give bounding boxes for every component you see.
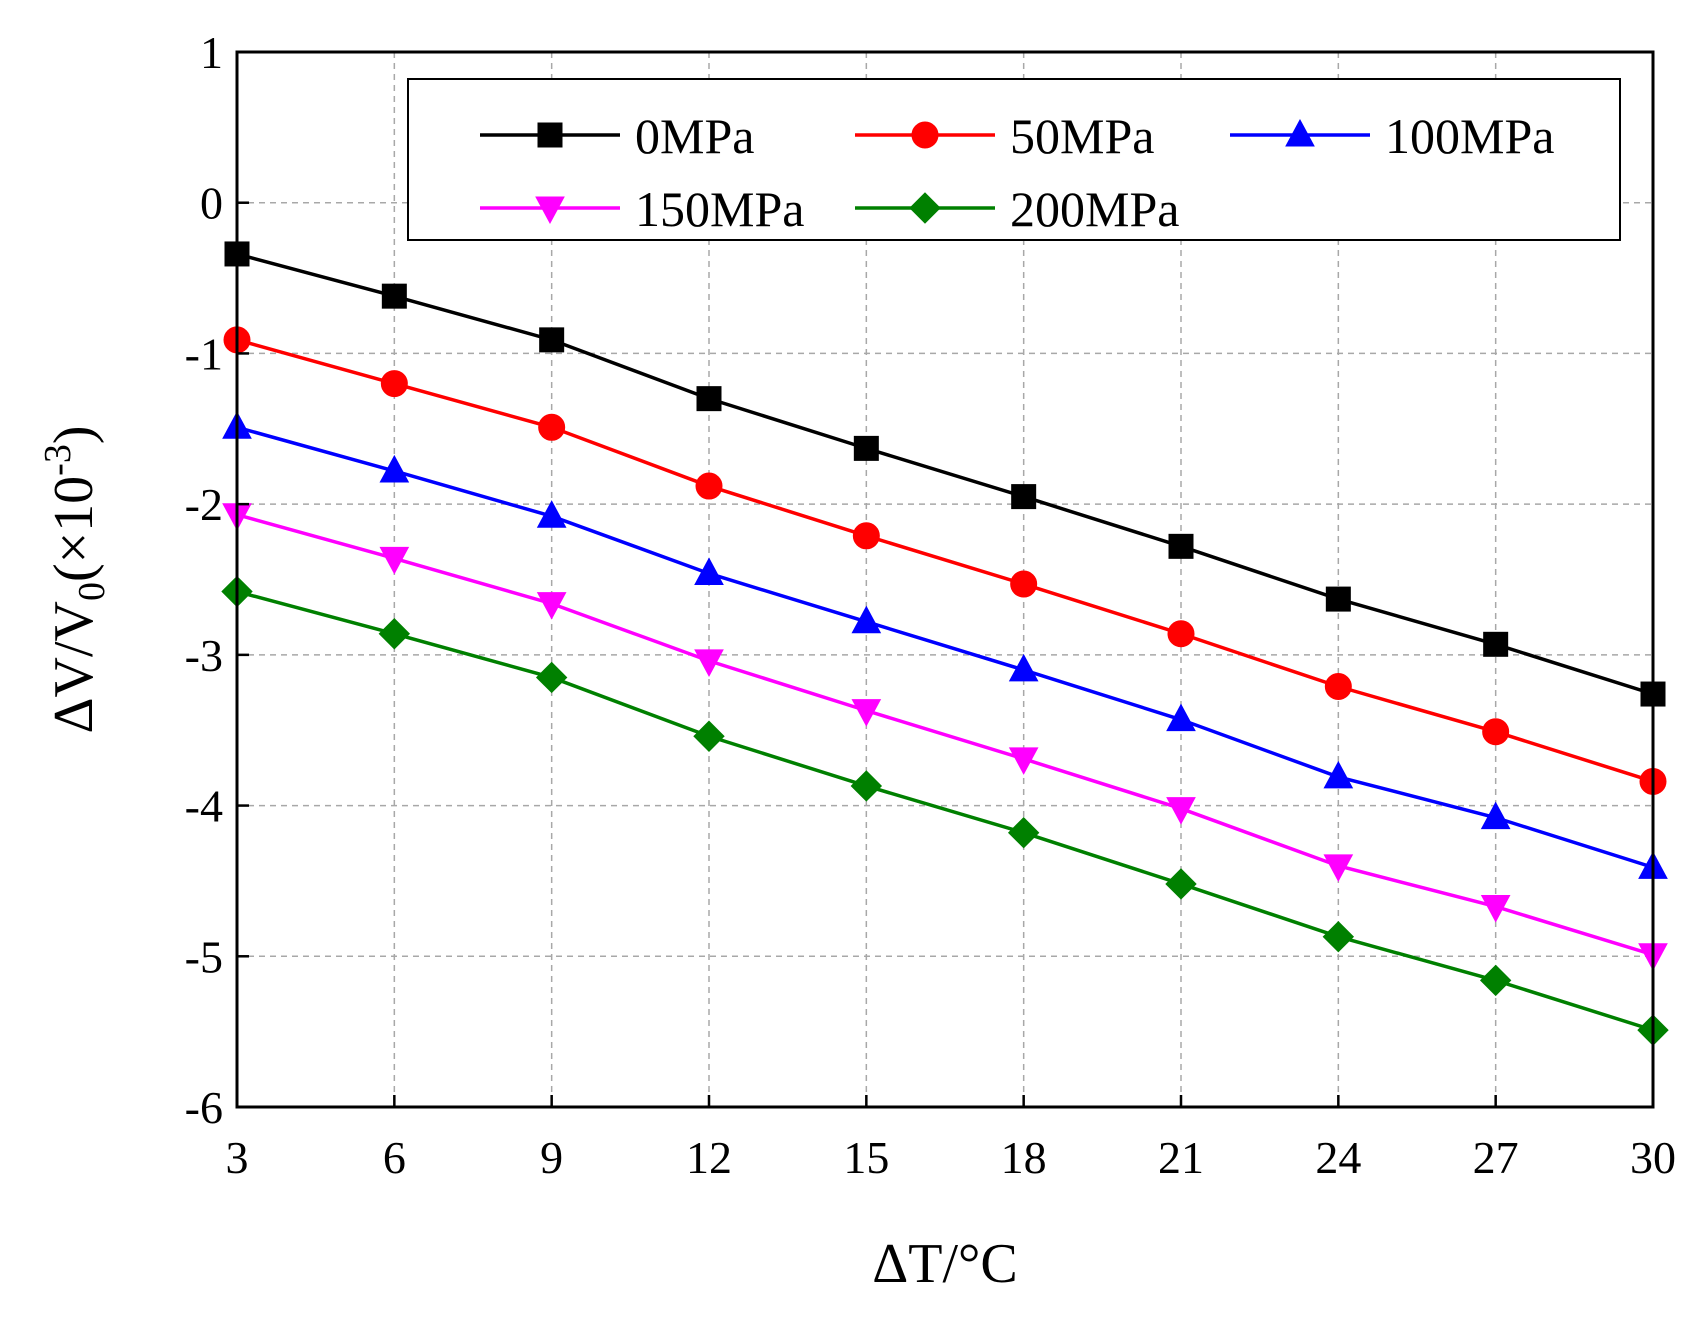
data-point <box>1323 760 1354 789</box>
data-point <box>1165 868 1197 900</box>
data-point <box>1480 801 1511 830</box>
data-point <box>850 770 883 802</box>
y-axis-title: ΔV/V0(×10-3) <box>37 426 113 734</box>
data-point <box>1008 653 1039 682</box>
legend-entry: 200MPa <box>855 181 1179 237</box>
data-point <box>538 413 566 441</box>
data-point <box>1168 533 1194 559</box>
ticks-layer: 3 6 9 12 15 18 21 24 27 30 1 0 -1 -2 -3 -4 -5 -6 <box>185 27 1676 1183</box>
y-tick-label: 0 <box>200 178 223 229</box>
data-point <box>379 454 410 483</box>
y-tick-label: 1 <box>200 27 223 78</box>
x-axis-title: ΔT/°C <box>872 1233 1018 1295</box>
legend-marker <box>911 121 939 149</box>
legend-marker <box>535 196 565 225</box>
legend-marker <box>537 122 563 148</box>
data-point <box>380 370 408 398</box>
y-axis-title-paren: (×10 <box>43 476 105 582</box>
data-point <box>1322 920 1355 953</box>
data-point <box>1479 964 1512 997</box>
legend-label: 100MPa <box>1385 108 1554 164</box>
y-axis-title-sup: -3 <box>37 444 79 476</box>
series-line <box>236 589 1654 1032</box>
x-tick-label: 21 <box>1158 1132 1204 1183</box>
data-point <box>852 522 880 550</box>
y-axis-title-sub: 0 <box>71 582 113 601</box>
legend-entry: 0MPa <box>480 108 754 164</box>
data-point <box>1323 854 1354 882</box>
legend-label: 200MPa <box>1010 181 1179 237</box>
legend-label: 50MPa <box>1010 108 1154 164</box>
legend-layer: 0MPa 50MPa 100MPa 150MPa 200MPa <box>407 78 1621 241</box>
x-tick-label: 24 <box>1315 1132 1361 1183</box>
series-50MPa <box>223 326 1667 795</box>
data-point <box>1325 586 1351 612</box>
data-point <box>381 283 407 309</box>
data-point <box>853 435 879 461</box>
legend-label: 0MPa <box>635 108 754 164</box>
data-point <box>693 720 725 752</box>
data-point <box>851 699 882 727</box>
series-line <box>236 338 1654 784</box>
data-point <box>1482 718 1510 746</box>
x-tick-label: 30 <box>1630 1132 1676 1183</box>
legend-entry: 100MPa <box>1230 108 1554 164</box>
x-tick-label: 9 <box>540 1132 563 1183</box>
series-200MPa <box>221 575 1669 1046</box>
series-line <box>236 252 1654 696</box>
data-point <box>535 661 568 694</box>
data-point <box>694 649 724 677</box>
x-tick-label: 12 <box>686 1132 732 1183</box>
legend-marker <box>909 192 941 224</box>
x-tick-label: 15 <box>843 1132 889 1183</box>
data-point <box>1008 747 1039 775</box>
series-0MPa <box>224 241 1666 707</box>
data-point <box>851 605 882 634</box>
series-150MPa <box>222 503 1668 971</box>
legend-entry: 150MPa <box>480 181 804 237</box>
y-axis-title-close: ) <box>43 426 105 445</box>
plot-frame <box>235 50 1655 1109</box>
data-point <box>1166 797 1196 825</box>
data-point <box>1010 570 1038 598</box>
data-point <box>1167 620 1195 648</box>
x-tick-label: 27 <box>1473 1132 1519 1183</box>
x-tick-label: 3 <box>226 1132 249 1183</box>
data-point <box>1166 703 1196 732</box>
data-point <box>536 592 567 620</box>
series-line <box>236 425 1654 870</box>
y-tick-label: -4 <box>185 781 223 832</box>
y-tick-label: -5 <box>185 931 223 982</box>
legend-entry: 50MPa <box>855 108 1154 164</box>
data-point <box>539 327 565 353</box>
x-tick-label: 6 <box>383 1132 406 1183</box>
data-point <box>379 546 410 575</box>
legend-marker <box>1285 118 1315 147</box>
data-point <box>1007 816 1040 849</box>
data-point <box>536 500 567 528</box>
data-point <box>1324 673 1352 701</box>
y-tick-label: -2 <box>185 479 223 530</box>
data-point <box>378 618 411 650</box>
x-tick-label: 18 <box>1001 1132 1047 1183</box>
legend-label: 150MPa <box>635 181 804 237</box>
legend-box <box>407 78 1621 241</box>
data-point <box>696 386 722 412</box>
data-point <box>1480 895 1511 923</box>
data-point <box>694 557 724 585</box>
y-tick-label: -3 <box>185 630 223 681</box>
y-tick-label: -1 <box>185 328 223 379</box>
y-tick-label: -6 <box>185 1082 223 1133</box>
data-point <box>695 472 723 500</box>
data-point <box>1011 484 1037 510</box>
y-axis-title-lead: ΔV/V <box>43 601 105 733</box>
series-layer <box>221 241 1669 1046</box>
data-point <box>1483 631 1509 657</box>
series-line <box>236 513 1654 957</box>
